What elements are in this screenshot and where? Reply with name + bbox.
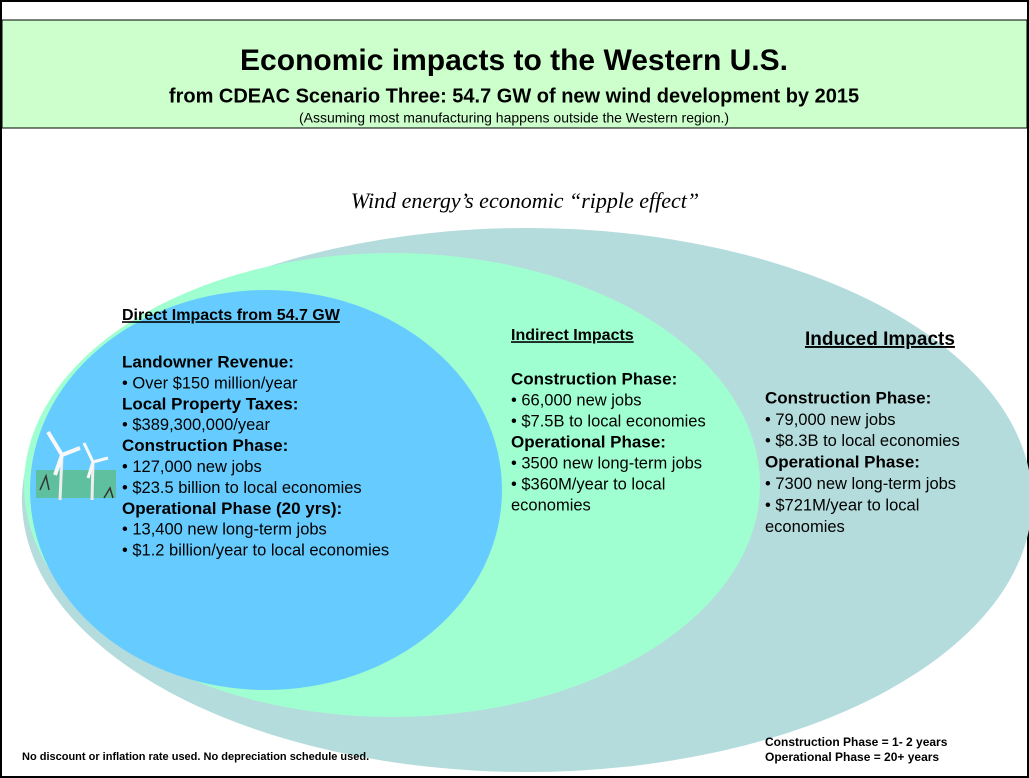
impact-item: • $7.5B to local economies (511, 412, 706, 430)
impact-item: • 79,000 new jobs (765, 411, 896, 429)
footer-phase: Operational Phase = 20+ years (765, 750, 939, 764)
impact-item: economies (765, 518, 845, 536)
group-label: Operational Phase: (511, 432, 666, 451)
group-label: Local Property Taxes: (122, 394, 298, 413)
subtitle: from CDEAC Scenario Three: 54.7 GW of ne… (169, 85, 859, 107)
impact-item: economies (511, 496, 591, 514)
impact-item: • 7300 new long-term jobs (765, 475, 956, 493)
impact-item: • 127,000 new jobs (122, 458, 262, 476)
group-label: Landowner Revenue: (122, 352, 294, 371)
impact-item: • $8.3B to local economies (765, 432, 960, 450)
group-label: Construction Phase: (765, 388, 931, 407)
impact-item: • 13,400 new long-term jobs (122, 521, 327, 539)
ripple-label: Wind energy’s economic “ripple effect” (351, 188, 699, 213)
impact-item: • $721M/year to local (765, 496, 919, 514)
impact-item: • $23.5 billion to local economies (122, 479, 362, 497)
impact-item: • 3500 new long-term jobs (511, 454, 702, 472)
group-label: Operational Phase: (765, 453, 920, 472)
impact-item: • $1.2 billion/year to local economies (122, 541, 389, 559)
footer-phase: Construction Phase = 1- 2 years (765, 735, 948, 749)
header-note: (Assuming most manufacturing happens out… (299, 110, 729, 126)
group-label: Operational Phase (20 yrs): (122, 499, 342, 518)
impact-item: • 66,000 new jobs (511, 391, 642, 409)
section-heading: Direct Impacts from 54.7 GW (122, 307, 341, 324)
impact-item: • $389,300,000/year (122, 416, 270, 434)
section-heading: Indirect Impacts (511, 327, 634, 344)
section-heading: Induced Impacts (805, 329, 955, 350)
footer-note: No discount or inflation rate used. No d… (22, 751, 369, 763)
group-label: Construction Phase: (511, 369, 677, 388)
slide: Economic impacts to the Western U.S. fro… (0, 0, 1029, 778)
title: Economic impacts to the Western U.S. (240, 44, 788, 77)
impact-item: • $360M/year to local (511, 475, 665, 493)
impact-item: • Over $150 million/year (122, 374, 298, 392)
group-label: Construction Phase: (122, 436, 288, 455)
